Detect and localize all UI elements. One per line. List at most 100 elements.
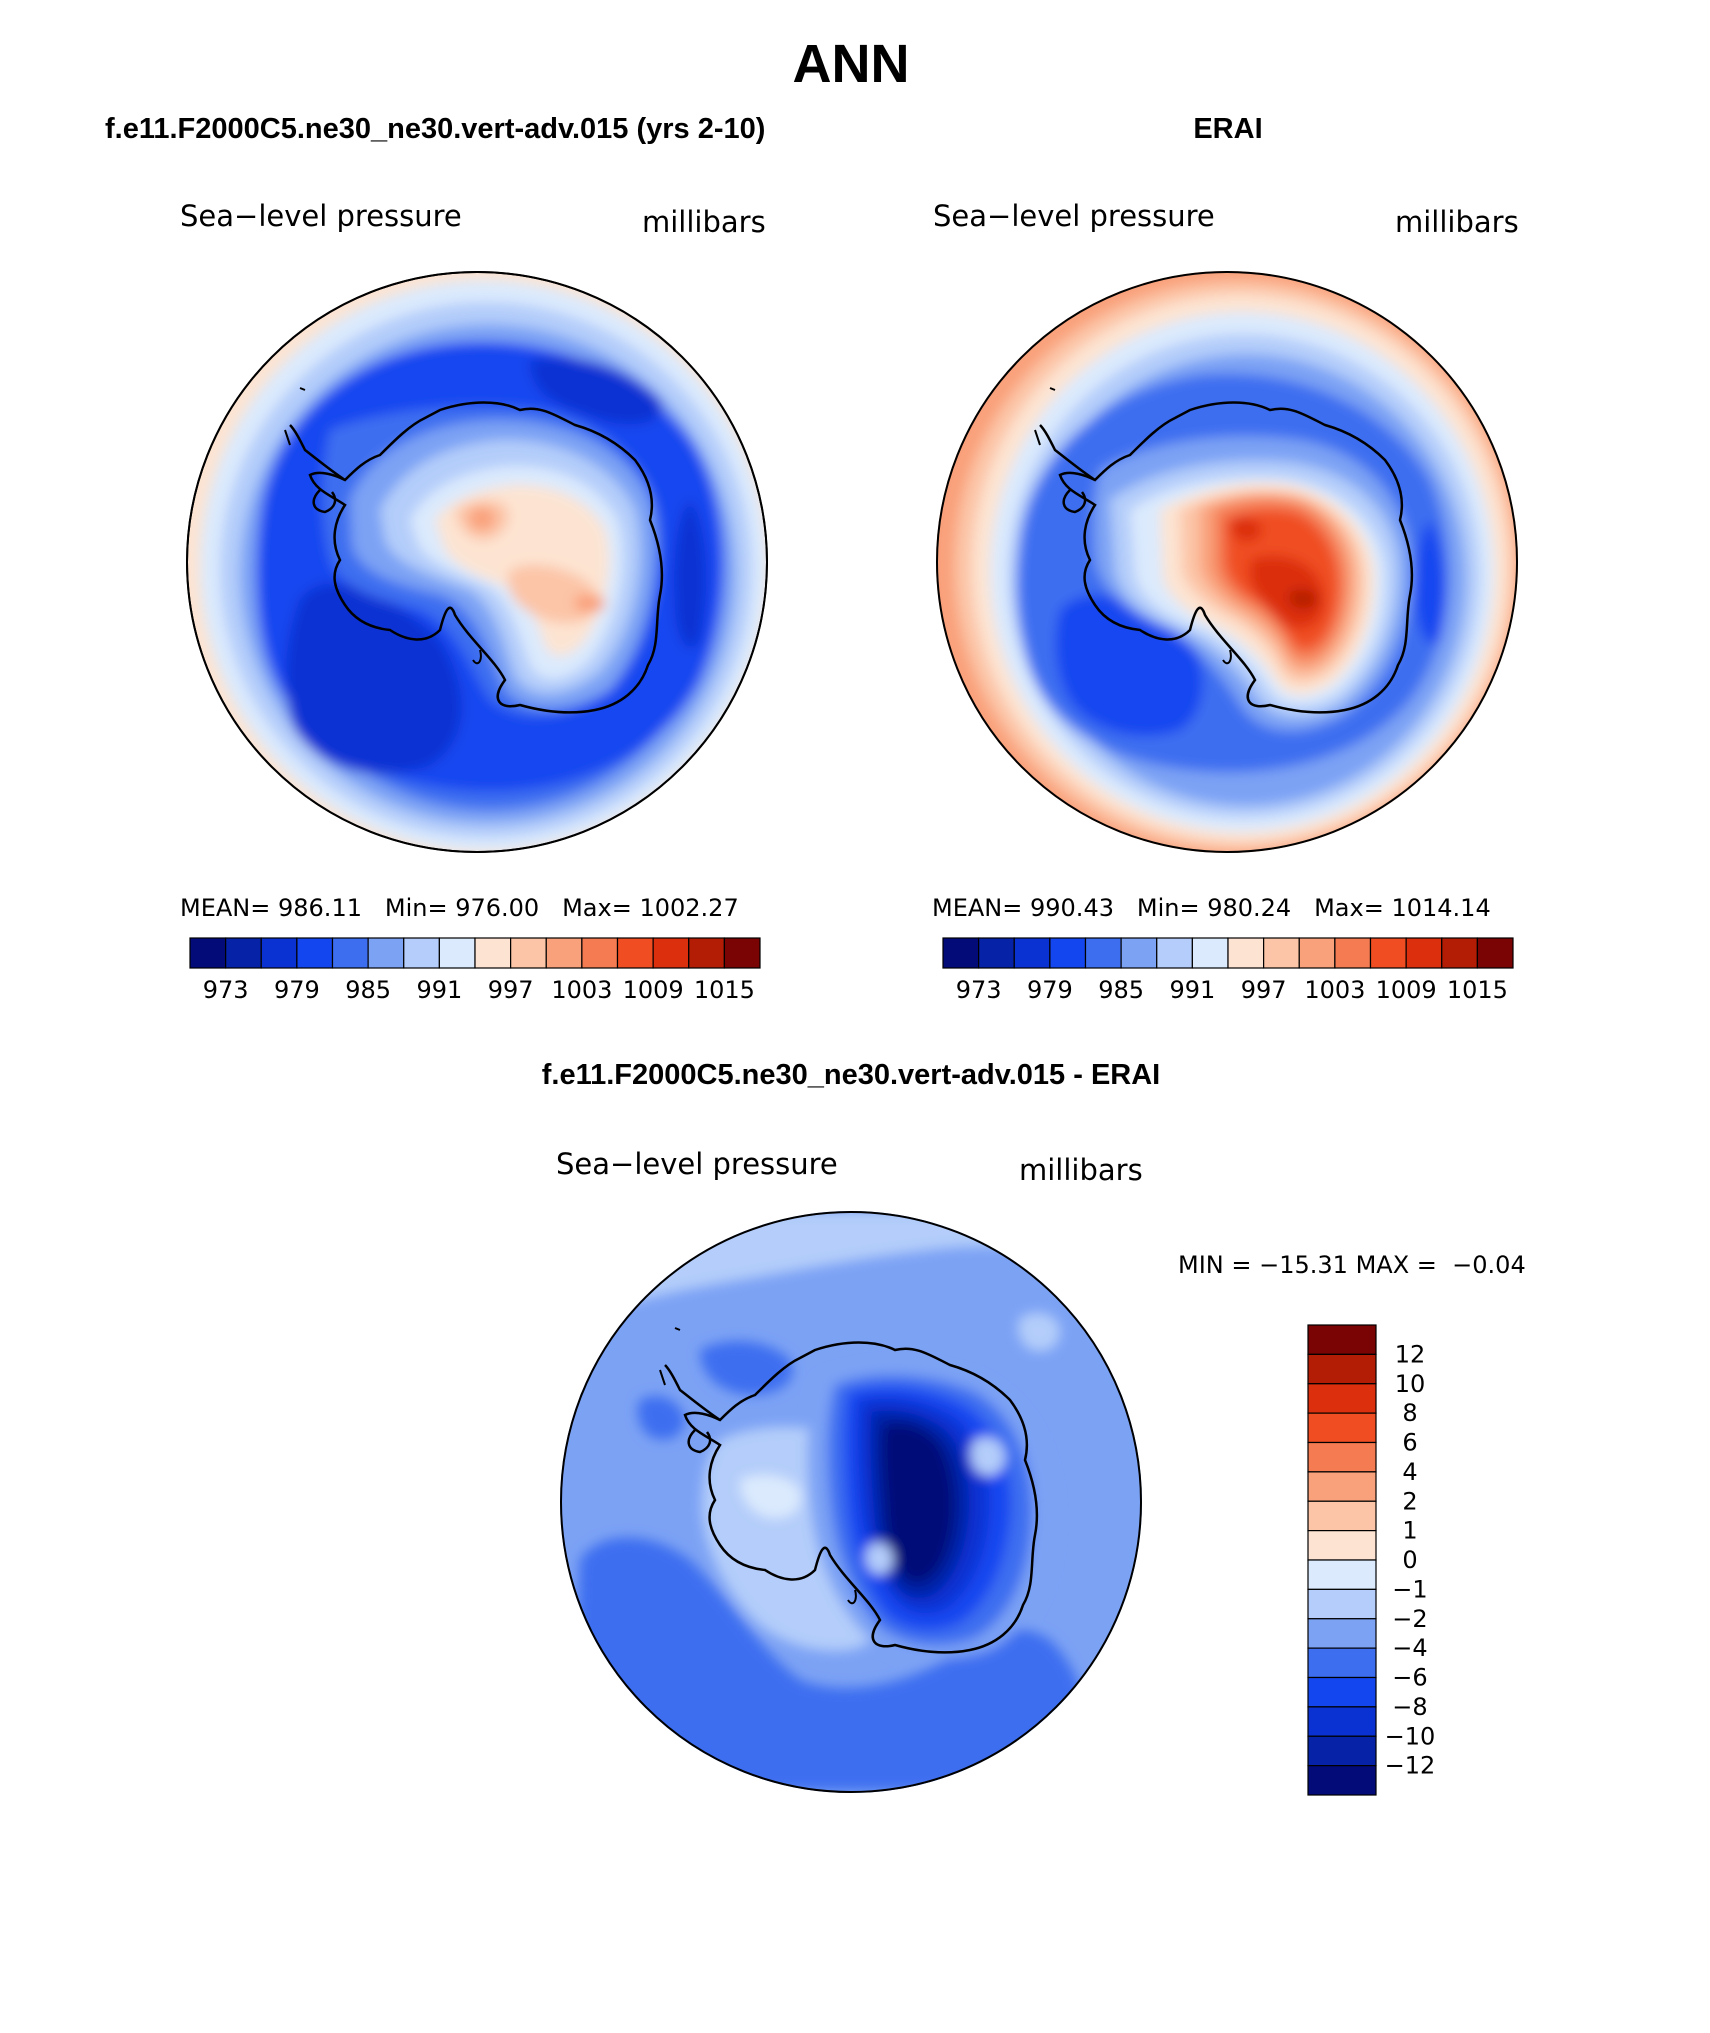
antarctica-coastline [683,1341,1039,1654]
colorbar-swatch [1307,1735,1377,1767]
map-outline [936,271,1518,853]
colorbar-swatch [1298,937,1336,969]
colorbar-swatch [942,937,980,969]
colorbar-tick-label: 12 [1395,1340,1426,1368]
max-value: −0.04 [1452,1251,1526,1279]
contour-band [674,500,707,648]
colorbar-tick-label: 6 [1402,1429,1417,1457]
min-value: 976.00 [455,894,539,922]
colorbar-tick-label: 991 [1169,976,1215,1004]
contour-band [468,507,496,531]
colorbar-tick-label: 0 [1402,1546,1417,1574]
colorbar-swatch [616,937,654,969]
colorbar-swatch [1307,1530,1377,1561]
contour-band [1288,590,1318,608]
colorbar-tick-label: 979 [1027,976,1073,1004]
figure-title: ANN [793,34,910,94]
peninsula-coastline [664,1364,721,1454]
contour-band [637,1396,685,1440]
contour-band [740,1474,801,1519]
min-value: −15.31 [1259,1251,1348,1279]
colorbar-swatch [1307,1588,1377,1620]
peninsula-coastline [1039,424,1096,514]
colorbar-swatch [1476,937,1514,969]
colorbar-tick-label: −12 [1385,1752,1436,1780]
contour-band [1230,517,1262,542]
colorbar-swatch [1156,937,1193,969]
min-label: MIN = [1178,1251,1251,1279]
min-label: Min= [1137,894,1200,922]
colorbar-swatch [1049,937,1087,969]
colorbar-swatch [1307,1383,1377,1414]
peninsula-coastline [289,424,346,514]
colorbar-tick-label: 985 [345,976,391,1004]
colorbar-swatch [1369,937,1407,969]
mean-value: 990.43 [1030,894,1114,922]
colorbar-tick-label: 973 [203,976,249,1004]
contour-band [530,357,662,424]
colorbar-swatch [1307,1647,1377,1679]
panel-model-variable: Sea−level pressure [180,199,462,233]
min-label: Min= [385,894,448,922]
map-outline [560,1211,1142,1793]
contour-band [882,1423,955,1583]
panel-diff-stats: MIN = −15.31 MAX = −0.04 [1178,1251,1526,1279]
mean-label: MEAN= [932,894,1022,922]
colorbar-tick-label: 1009 [1376,976,1437,1004]
panel-obs-variable: Sea−level pressure [933,199,1215,233]
colorbar-model: 973 979 985 991 997 1003 1009 1015 [189,937,761,1004]
colorbar-swatch [1441,937,1478,969]
colorbar-tick-label: 973 [956,976,1002,1004]
colorbar-swatch [1120,937,1158,969]
colorbar-swatch [510,937,547,969]
colorbar-tick-label: −2 [1392,1605,1427,1633]
colorbar-swatch [1084,937,1122,969]
colorbar-tick-label: 985 [1098,976,1144,1004]
panel-model-title: f.e11.F2000C5.ne30_ne30.vert-adv.015 (yr… [105,113,765,145]
colorbar-swatch [1307,1559,1377,1590]
max-value: 1002.27 [639,894,738,922]
contour-band [970,1437,1005,1476]
colorbar-tick-label: 1009 [623,976,684,1004]
panel-model-units: millibars [642,205,766,239]
colorbar-swatch [1307,1765,1377,1796]
antarctica-coastline [1058,401,1414,714]
max-value: 1014.14 [1391,894,1490,922]
colorbar-tick-label: 997 [488,976,534,1004]
colorbar-swatch [438,937,476,969]
mean-label: MEAN= [180,894,270,922]
colorbar-swatch [1227,937,1265,969]
polar-map-model [186,271,768,853]
panel-obs-title: ERAI [1193,113,1262,145]
map-outline [186,271,768,853]
colorbar-tick-label: 1015 [1447,976,1508,1004]
contour-band [507,564,598,624]
polar-map-diff [560,1211,1142,1793]
colorbar-swatch [260,937,298,969]
panel-obs-units: millibars [1395,205,1519,239]
island-coastline [201,387,482,665]
panel-diff: f.e11.F2000C5.ne30_ne30.vert-adv.015 - E… [542,1059,1526,1796]
colorbar-swatch [545,937,583,969]
colorbar-swatch [403,937,440,969]
colorbar-swatch [1013,937,1051,969]
colorbar-tick-label: −1 [1392,1575,1427,1603]
colorbar-swatch [1307,1706,1377,1737]
colorbar-swatch [296,937,334,969]
contour-band [1250,555,1324,629]
colorbar-swatch [1307,1353,1377,1385]
panel-model: f.e11.F2000C5.ne30_ne30.vert-adv.015 (yr… [105,113,768,1004]
colorbar-swatch [225,937,262,969]
colorbar-tick-label: −8 [1392,1693,1427,1721]
colorbar-tick-label: 10 [1395,1370,1426,1398]
colorbar-swatch [581,937,619,969]
colorbar-swatch [688,937,725,969]
colorbar-tick-label: 1015 [694,976,755,1004]
contour-band [285,583,462,774]
colorbar-swatch [1307,1676,1377,1708]
island-coastline [951,387,1232,665]
panel-diff-title: f.e11.F2000C5.ne30_ne30.vert-adv.015 - E… [542,1059,1160,1091]
colorbar-swatch [331,937,369,969]
min-value: 980.24 [1207,894,1291,922]
antarctica-coastline [308,401,664,714]
